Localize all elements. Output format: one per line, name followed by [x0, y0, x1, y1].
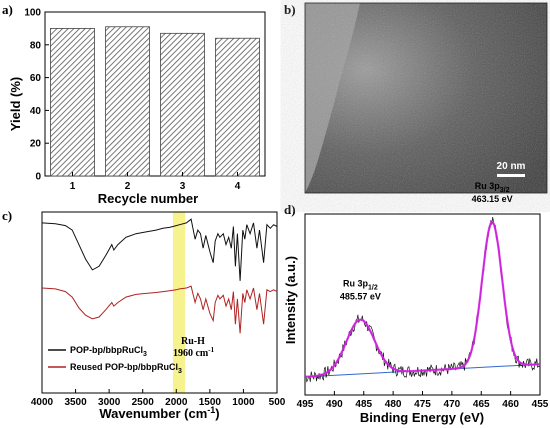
panel-a-ytick-label: 40	[30, 106, 42, 117]
ir-annotation-unit-sup: -1	[208, 346, 214, 354]
panel-a-frame	[44, 11, 266, 177]
panel-c-xtick-label: 3500	[64, 397, 87, 408]
ir-annotation-wavenumber: 1960 cm-1	[173, 346, 215, 359]
xps-peak-component	[445, 221, 540, 370]
panel-c-ir-chart: 4000 3500 3000 2500 2000 1500 1000 500 Ru-H1960 …	[31, 211, 286, 421]
panel-c-xlabel-sup: -1	[207, 405, 215, 415]
panel-c-xlabel-end: )	[215, 406, 219, 421]
xps-fit-envelope	[304, 220, 541, 378]
panel-c-xtick-label: 4000	[31, 397, 54, 408]
panel-c-xtick-label: 2500	[132, 397, 155, 408]
panel-d-xtick-label: 460	[502, 399, 519, 410]
panel-a-ytick-label: 0	[35, 172, 41, 183]
panel-d-ylabel: Intensity (a.u.)	[283, 256, 298, 344]
panel-b-tem-image: 20 nm	[304, 2, 548, 194]
xps-peak-label: Ru 3p1/2	[343, 279, 378, 292]
panel-d-label: d)	[284, 202, 296, 217]
ir-legend-label: Reused POP-bp/bbpRuCl3	[70, 362, 182, 375]
panel-d-xtick-label: 480	[385, 399, 402, 410]
panel-a-bar	[215, 37, 260, 177]
panel-c-label: c)	[2, 208, 12, 223]
panel-a-ytick-label: 60	[30, 73, 42, 84]
panel-c-frame	[41, 211, 278, 394]
ir-highlight-band	[172, 212, 186, 393]
xps-peak-value: 463.15 eV	[472, 194, 513, 204]
xps-peak-label-sub: 3/2	[500, 187, 510, 194]
panel-a-ylabel: Yield (%)	[8, 77, 23, 131]
panel-a-xtick-label: 4	[235, 181, 241, 192]
panel-d-xtick-label: 470	[444, 399, 461, 410]
ir-annotation-value: 1960 cm	[173, 348, 209, 359]
ir-series-line	[41, 218, 278, 281]
panel-a-bar	[105, 26, 150, 177]
panel-a-ytick-label: 80	[30, 40, 42, 51]
panel-a-bar	[160, 32, 205, 177]
panel-a-bar	[50, 27, 95, 177]
ir-series-line	[41, 285, 278, 334]
ir-legend-name: POP-bp/bbpRuCl	[70, 345, 143, 355]
tem-texture	[305, 3, 547, 193]
panel-a-bar-chart: Yield (%) Recycle number 0 20 40 60 80 100 1 2 3…	[8, 8, 266, 206]
panel-d-xtick-label: 490	[326, 399, 343, 410]
xps-peak-label-sub: 1/2	[368, 285, 378, 292]
xps-peak-label: Ru 3p3/2	[475, 181, 510, 194]
panel-c-xtick-label: 500	[269, 397, 286, 408]
scale-bar	[497, 174, 525, 177]
panel-d-xlabel: Binding Energy (eV)	[360, 410, 484, 425]
panel-c-xtick-label: 2000	[165, 397, 188, 408]
ir-annotation-ru-h: Ru-H	[181, 336, 205, 347]
panel-a-xtick-label: 2	[125, 181, 131, 192]
panel-a-xlabel: Recycle number	[98, 191, 198, 206]
panel-a-label: a)	[2, 2, 13, 17]
panel-c-xtick-label: 1000	[232, 397, 255, 408]
panel-d-xtick-label: 455	[532, 399, 549, 410]
ir-legend-sub: 3	[143, 351, 147, 358]
xps-peak-value: 485.57 eV	[340, 292, 381, 302]
panel-d-xtick-label: 485	[355, 399, 372, 410]
panel-c-xlabel-main: Wavenumber (cm	[99, 406, 207, 421]
panel-c-xtick-label: 3000	[98, 397, 121, 408]
panel-c-xtick-label: 1500	[199, 397, 222, 408]
panel-d-xtick-label: 475	[414, 399, 431, 410]
ir-legend-name: Reused POP-bp/bbpRuCl	[70, 362, 178, 372]
panel-a-ytick-label: 20	[30, 139, 42, 150]
panel-d-xtick-label: 465	[473, 399, 490, 410]
panel-d-xtick-label: 495	[297, 399, 314, 410]
panel-d-xps-chart: Intensity (a.u.) Binding Energy (eV) 495…	[283, 181, 549, 425]
scale-bar-label: 20 nm	[497, 161, 526, 172]
panel-a-xtick-label: 3	[180, 181, 186, 192]
ir-legend-sub: 3	[178, 368, 182, 375]
xps-peak-label-main: Ru 3p	[475, 181, 501, 191]
panel-a-ytick-label: 100	[24, 8, 41, 19]
ir-legend-label: POP-bp/bbpRuCl3	[70, 345, 147, 358]
xps-peak-label-main: Ru 3p	[343, 279, 369, 289]
panel-a-xtick-label: 1	[70, 181, 76, 192]
panel-c-xlabel: Wavenumber (cm-1)	[99, 405, 219, 421]
panel-b-label: b)	[284, 2, 296, 17]
